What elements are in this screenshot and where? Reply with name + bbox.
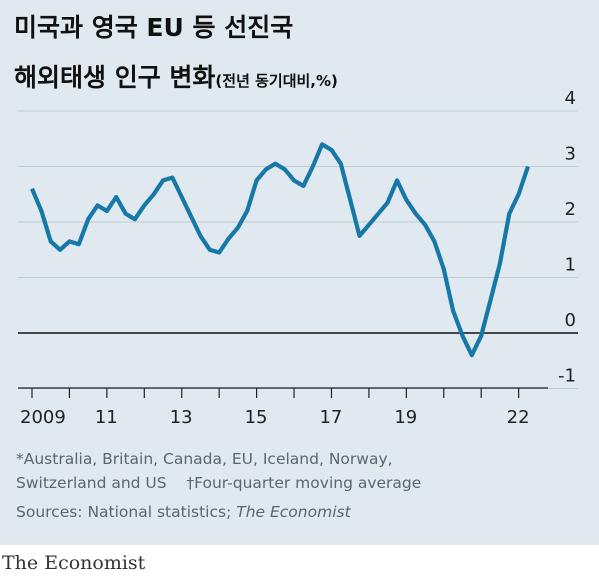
source-publication: The Economist [236,503,351,521]
source-prefix: Sources: National statistics; [16,503,232,521]
footnote-line2: Switzerland and US †Four-quarter moving … [16,474,421,492]
chart-title-line2: 해외태생 인구 변화(전년 동기대비,%) [14,58,338,94]
brand-logo-text: The Economist [2,552,146,574]
y-tick-label: -1 [558,366,576,387]
footnote-countries: *Australia, Britain, Canada, EU, Iceland… [16,450,393,468]
footnote-moving-average: †Four-quarter moving average [186,474,422,492]
x-tick-label: 19 [394,407,417,428]
unit-note: (전년 동기대비,%) [215,72,338,90]
y-tick-label: 3 [565,144,576,165]
series-line [30,142,530,358]
x-tick-label: 17 [319,407,342,428]
chart-title-line1: 미국과 영국 EU 등 선진국 [14,13,294,42]
chart-card: 미국과 영국 EU 등 선진국 해외태생 인구 변화(전년 동기대비,%) 4 3… [0,0,599,545]
x-tick-label: 15 [245,407,268,428]
source-line: Sources: National statistics; The Econom… [16,503,351,521]
y-tick-label: 0 [565,310,576,331]
x-tick-label: 13 [170,407,193,428]
y-tick-label: 4 [565,88,576,109]
x-tick-label: 11 [95,407,118,428]
x-tick-label: 2009 [20,407,66,428]
chart-title: 해외태생 인구 변화 [14,63,216,92]
y-tick-label: 2 [565,199,576,220]
line-chart: 4 3 2 1 0 -1 2009 11 13 15 17 19 22 [18,88,578,428]
footnote-countries-cont: Switzerland and US [16,474,167,492]
y-tick-label: 1 [565,255,576,276]
x-tick-label: 22 [507,407,530,428]
